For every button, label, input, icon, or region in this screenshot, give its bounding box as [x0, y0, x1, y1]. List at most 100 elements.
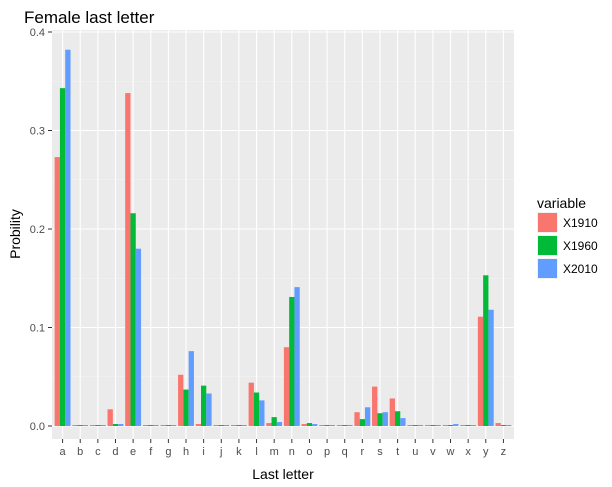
bar-X1960-l	[253, 392, 260, 426]
x-tick-label: i	[202, 446, 204, 458]
bar-X2010-v	[435, 425, 441, 426]
bar-X1960-w	[447, 425, 454, 426]
bar-X1910-c	[89, 425, 96, 426]
bar-X2010-k	[241, 425, 247, 426]
bar-X1960-k	[236, 425, 242, 426]
bar-X1960-e	[130, 213, 136, 426]
x-tick-label: l	[255, 446, 257, 458]
bar-X2010-o	[312, 424, 318, 426]
x-tick-label: b	[77, 446, 83, 458]
bar-X2010-a	[65, 49, 71, 426]
x-tick-label: a	[60, 446, 67, 458]
legend: variable X1910 X1960 X2010	[537, 195, 598, 279]
bars-group	[54, 49, 512, 427]
bar-X1910-n	[283, 347, 290, 426]
bar-X1960-n	[289, 296, 295, 426]
x-tick-label: j	[219, 446, 222, 458]
legend-title: variable	[537, 195, 586, 211]
bar-X2010-y	[488, 309, 494, 426]
bar-X2010-t	[400, 418, 406, 426]
bar-X2010-u	[417, 425, 424, 426]
x-tick-label: o	[306, 446, 312, 458]
y-tick-label: 0.3	[30, 126, 45, 138]
y-tick-label: 0.2	[30, 224, 45, 236]
bar-X1960-t	[394, 411, 401, 426]
x-tick-label: h	[183, 446, 189, 458]
x-tick-label: y	[483, 446, 489, 458]
x-tick-label: e	[130, 446, 136, 458]
bar-X1910-q	[336, 425, 343, 426]
bar-X2010-s	[382, 412, 388, 426]
bar-X1960-b	[77, 425, 83, 426]
bar-X2010-r	[364, 407, 371, 426]
y-tick-label: 0.4	[30, 27, 45, 39]
bar-X2010-f	[153, 425, 159, 426]
x-axis-title: Last letter	[252, 466, 314, 482]
bar-X1960-v	[430, 425, 436, 426]
x-tick-label: d	[112, 446, 118, 458]
bar-X1910-f	[142, 425, 149, 426]
bar-X1960-z	[500, 425, 507, 426]
bar-X1910-s	[372, 386, 378, 426]
bar-X1960-s	[377, 413, 383, 426]
x-tick-label: f	[149, 446, 153, 458]
x-tick-label: p	[324, 446, 330, 458]
bar-X1960-x	[465, 425, 471, 426]
bar-X1960-p	[324, 425, 330, 426]
bar-X1960-o	[306, 423, 313, 426]
bar-X1910-r	[354, 412, 360, 426]
legend-key-X2010	[538, 259, 557, 278]
bar-X1910-b	[72, 425, 78, 426]
bar-X1960-j	[218, 425, 224, 426]
x-tick-label: m	[270, 446, 279, 458]
x-tick-label: r	[361, 446, 365, 458]
bar-X1910-k	[230, 425, 237, 426]
bar-X1910-o	[301, 424, 307, 426]
bar-X2010-p	[329, 425, 336, 426]
bar-X1910-g	[160, 425, 166, 426]
legend-key-X1910	[538, 213, 557, 232]
legend-label-X1960: X1960	[563, 239, 598, 253]
x-tick-label: x	[465, 446, 471, 458]
bar-X1960-r	[359, 419, 365, 426]
plot-panel	[52, 30, 514, 439]
bar-X2010-d	[118, 424, 124, 426]
x-tick-label: c	[95, 446, 101, 458]
bar-X2010-c	[100, 425, 106, 426]
bar-X1910-y	[477, 316, 484, 426]
bar-X1910-e	[125, 93, 131, 426]
legend-label-X1910: X1910	[563, 216, 598, 230]
legend-label-X2010: X2010	[563, 262, 598, 276]
bar-X2010-m	[276, 422, 283, 426]
bar-X1910-u	[407, 425, 413, 426]
bar-X2010-n	[294, 287, 300, 426]
y-axis: 0.0 0.1 0.2 0.3 0.4	[30, 27, 52, 433]
bar-X1960-g	[165, 425, 172, 426]
bar-X2010-j	[223, 425, 230, 426]
bar-X1960-q	[342, 425, 348, 426]
bar-X1910-a	[54, 157, 60, 426]
bar-X1960-d	[112, 424, 119, 426]
bar-X1960-i	[201, 385, 207, 426]
x-tick-label: u	[412, 446, 418, 458]
bar-X1910-p	[319, 425, 325, 426]
bar-X1910-h	[178, 374, 184, 426]
bar-X1910-z	[495, 423, 501, 426]
bar-X1910-j	[213, 425, 219, 426]
bar-X1960-c	[95, 425, 101, 426]
legend-key-X1960	[538, 236, 557, 255]
bar-X2010-w	[453, 424, 459, 426]
bar-X1960-u	[412, 425, 418, 426]
x-tick-label: s	[377, 446, 383, 458]
bar-X2010-z	[506, 425, 512, 426]
chart-title: Female last letter	[24, 8, 155, 27]
bar-X1960-f	[148, 425, 154, 426]
y-tick-label: 0.0	[30, 421, 45, 433]
bar-X2010-b	[82, 425, 89, 426]
bar-X2010-i	[206, 393, 212, 426]
bar-X1960-a	[59, 88, 66, 427]
bar-X1910-x	[460, 425, 466, 426]
y-tick-label: 0.1	[30, 323, 45, 335]
